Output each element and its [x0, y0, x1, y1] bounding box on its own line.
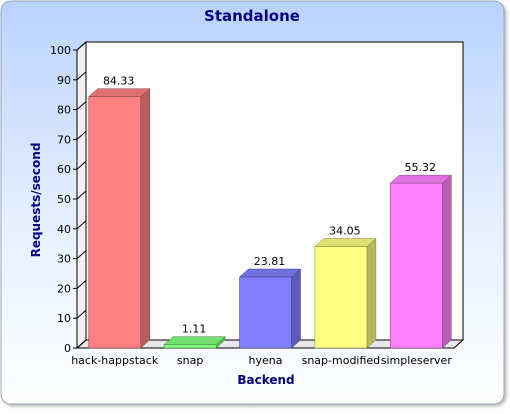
bar-value-label: 34.05	[329, 225, 361, 238]
y-tick-diagonal	[76, 160, 87, 170]
x-tick-label: snap	[177, 354, 203, 367]
bar-side	[366, 237, 377, 349]
y-tick-label: 40	[57, 223, 71, 236]
y-tick-label: 20	[57, 282, 71, 295]
y-tick-label: 90	[57, 74, 71, 87]
bar-side	[442, 174, 452, 349]
bar	[88, 96, 141, 349]
x-axis-title: Backend	[237, 373, 294, 387]
bar-top	[314, 238, 377, 247]
bar-top	[88, 88, 151, 97]
bar-value-label: 1.11	[182, 323, 207, 336]
bar	[239, 276, 292, 349]
bar-side	[140, 88, 150, 349]
y-tick-label: 70	[57, 133, 71, 146]
bar-value-label: 84.33	[103, 75, 135, 88]
y-tick-label: 60	[57, 163, 71, 176]
bar-value-label: 23.81	[254, 255, 286, 268]
y-tick-diagonal	[76, 339, 87, 349]
bar	[390, 182, 443, 349]
y-tick-label: 50	[57, 193, 71, 206]
x-tick-label: snap-modified	[302, 354, 381, 367]
chart-title: Standalone	[204, 7, 300, 25]
bar-top	[163, 336, 226, 345]
bar-value-label: 55.32	[405, 161, 437, 174]
y-tick-diagonal	[76, 71, 87, 81]
y-tick-diagonal	[76, 309, 87, 319]
y-tick-label: 80	[57, 104, 71, 117]
y-tick-label: 0	[64, 342, 71, 355]
y-tick-diagonal	[76, 250, 87, 259]
x-tick-label: hack-happstack	[71, 354, 159, 367]
y-tick-diagonal	[76, 220, 87, 230]
y-tick-diagonal	[76, 190, 87, 200]
bar-top	[389, 174, 452, 184]
bar	[163, 344, 217, 349]
y-tick-label: 30	[57, 253, 71, 266]
bar-top	[238, 268, 302, 278]
y-tick-diagonal	[76, 41, 87, 51]
y-tick-diagonal	[76, 101, 87, 110]
y-tick-label: 10	[57, 312, 71, 325]
y-tick-diagonal	[76, 131, 87, 140]
y-tick-diagonal	[76, 280, 87, 289]
bar	[314, 246, 368, 349]
y-axis-title: Requests/second	[29, 143, 43, 258]
x-tick-label: simpleserver	[381, 354, 453, 367]
y-tick-label: 100	[50, 44, 71, 57]
x-tick-label: hyena	[249, 354, 283, 367]
plot-area: 0 10 20 30 40 50 60 70 80 90 100 84.33 hack-happstac…	[50, 40, 465, 367]
bar-side	[291, 268, 301, 349]
